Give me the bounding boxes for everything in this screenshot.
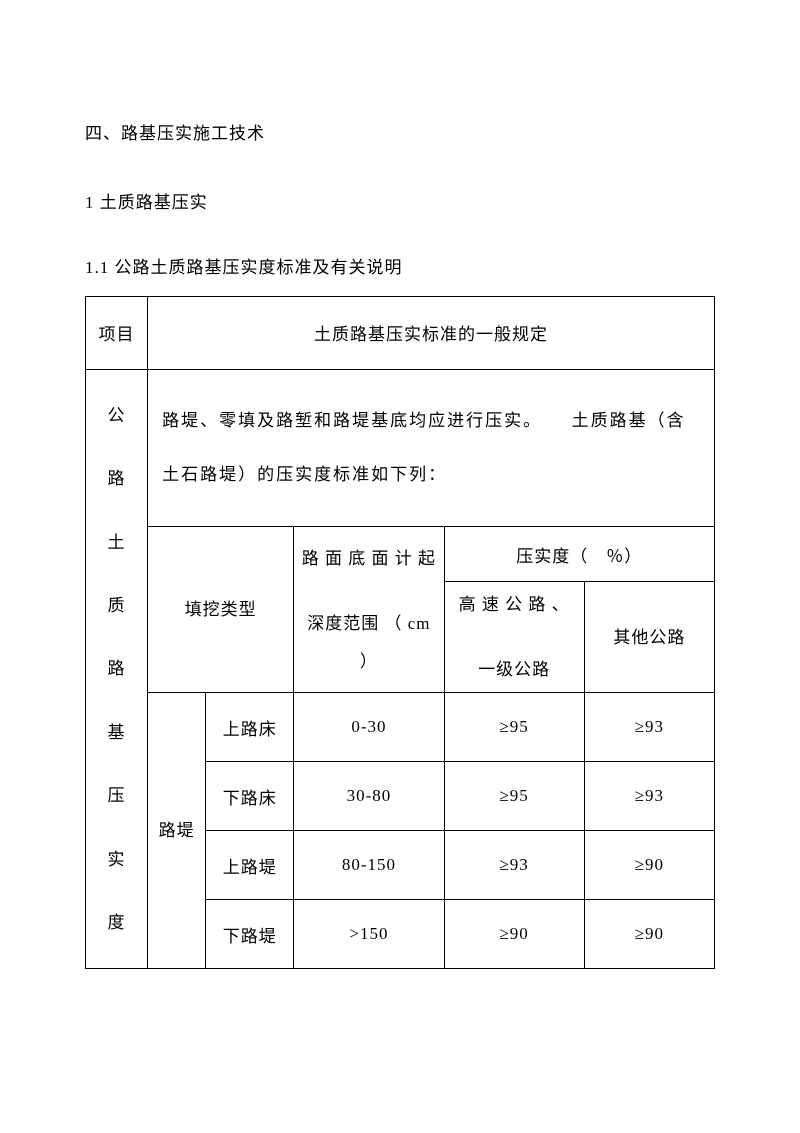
header-highway: 高 速 公 路 、 一级公路 xyxy=(444,582,584,693)
section-heading: 四、路基压实施工技术 xyxy=(85,110,715,158)
header-other: 其他公路 xyxy=(584,582,714,693)
row-depth: 30-80 xyxy=(294,762,444,831)
side-label: 公路土质路基压实度 xyxy=(86,369,148,969)
compaction-table: 项目 土质路基压实标准的一般规定 公路土质路基压实度 路堤、零填及路堑和路堤基底… xyxy=(85,296,715,970)
header-compaction: 压实度（ ％） xyxy=(444,527,714,582)
row-c1: ≥95 xyxy=(444,693,584,762)
header-cell-project: 项目 xyxy=(86,296,148,369)
row-c2: ≥90 xyxy=(584,900,714,969)
row-name: 下路堤 xyxy=(206,900,294,969)
row-name: 上路堤 xyxy=(206,831,294,900)
row-c2: ≥93 xyxy=(584,693,714,762)
table-row: 路堤 上路床 0-30 ≥95 ≥93 xyxy=(86,693,715,762)
row-c2: ≥93 xyxy=(584,762,714,831)
row-name: 上路床 xyxy=(206,693,294,762)
header-fill-type: 填挖类型 xyxy=(148,527,294,693)
row-c1: ≥95 xyxy=(444,762,584,831)
row-depth: 0-30 xyxy=(294,693,444,762)
description-cell: 路堤、零填及路堑和路堤基底均应进行压实。 土质路基（含土石路堤）的压实度标准如下… xyxy=(148,369,715,527)
row-c2: ≥90 xyxy=(584,831,714,900)
row-c1: ≥90 xyxy=(444,900,584,969)
subsection-heading: 1 土质路基压实 xyxy=(85,188,715,213)
row-depth: >150 xyxy=(294,900,444,969)
header-depth: 路 面 底 面 计 起 深度范围 （ cm ） xyxy=(294,527,444,693)
row-name: 下路床 xyxy=(206,762,294,831)
group-label: 路堤 xyxy=(148,693,206,969)
row-c1: ≥93 xyxy=(444,831,584,900)
subsubsection-heading: 1.1 公路土质路基压实度标准及有关说明 xyxy=(85,253,715,278)
header-cell-title: 土质路基压实标准的一般规定 xyxy=(148,296,715,369)
row-depth: 80-150 xyxy=(294,831,444,900)
